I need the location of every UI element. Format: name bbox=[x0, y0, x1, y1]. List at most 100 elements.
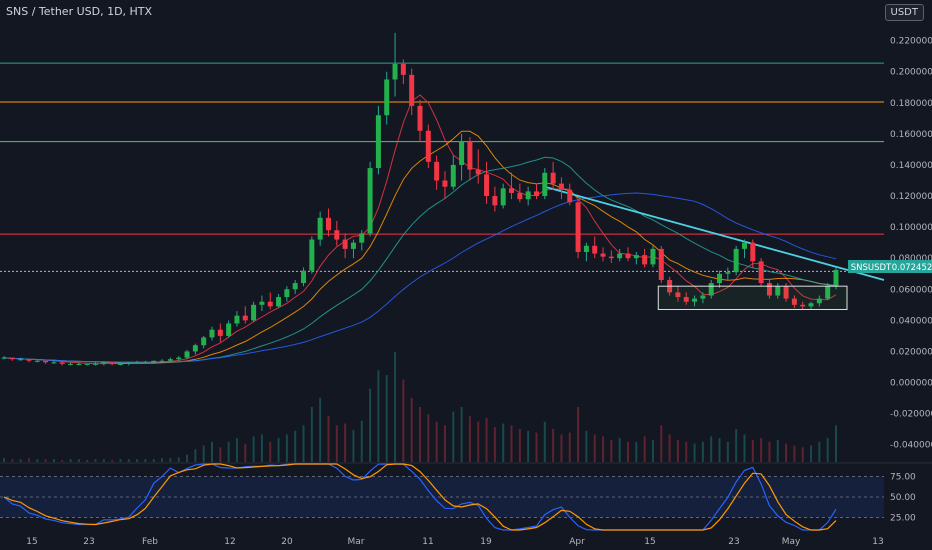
volume-bar bbox=[219, 447, 222, 462]
x-tick-label: 11 bbox=[422, 537, 433, 547]
x-tick-label: 19 bbox=[480, 537, 492, 547]
volume-bar bbox=[427, 414, 430, 462]
candle bbox=[675, 286, 681, 302]
candle bbox=[151, 360, 157, 364]
candle-body bbox=[434, 161, 440, 181]
candle bbox=[459, 133, 465, 181]
volume-bar bbox=[419, 407, 421, 462]
volume-bar bbox=[186, 454, 189, 462]
y-tick-label: 0.040000 bbox=[890, 316, 932, 326]
moving-average-line bbox=[3, 192, 837, 363]
candle-body bbox=[825, 286, 831, 299]
volume-bar bbox=[227, 441, 230, 462]
candle-body bbox=[533, 191, 539, 197]
candle bbox=[209, 326, 215, 341]
candle-body bbox=[134, 362, 140, 364]
candle-body bbox=[26, 359, 32, 361]
volume-bar bbox=[510, 425, 513, 462]
candle bbox=[750, 239, 756, 268]
candle bbox=[276, 293, 282, 308]
candle bbox=[741, 239, 747, 259]
candle bbox=[242, 306, 248, 324]
volume-bar bbox=[327, 416, 330, 462]
candle bbox=[126, 362, 132, 366]
candle bbox=[350, 239, 356, 259]
candle-body bbox=[766, 283, 772, 296]
candle-body bbox=[201, 337, 207, 346]
candle-body bbox=[192, 345, 198, 352]
volume-bar bbox=[768, 441, 771, 462]
candle-body bbox=[417, 105, 423, 131]
candle bbox=[525, 186, 531, 206]
candle bbox=[484, 161, 490, 204]
candle-body bbox=[583, 245, 589, 252]
volume-bar bbox=[460, 407, 463, 462]
candle-body bbox=[292, 283, 298, 290]
candle-body bbox=[184, 351, 190, 358]
volume-bar bbox=[44, 459, 47, 462]
candle-body bbox=[442, 180, 448, 187]
candle-body bbox=[567, 189, 573, 203]
volume-bar bbox=[693, 443, 696, 462]
candle-body bbox=[475, 169, 481, 175]
candle-body bbox=[633, 255, 639, 259]
candle-body bbox=[800, 304, 806, 307]
volume-bar bbox=[826, 438, 829, 462]
volume-bar bbox=[535, 432, 538, 462]
volume-bar bbox=[27, 458, 30, 462]
candle bbox=[34, 359, 40, 363]
volume-bar bbox=[785, 443, 788, 462]
volume-bar bbox=[751, 440, 754, 462]
candle bbox=[167, 357, 173, 363]
price-tag-symbol: SNSUSDT bbox=[851, 263, 892, 273]
volume-bar bbox=[77, 459, 80, 462]
candle-body bbox=[126, 362, 132, 364]
volume-bar bbox=[260, 434, 263, 462]
moving-average-line bbox=[3, 130, 837, 364]
volume-bar bbox=[202, 445, 205, 462]
candle-body bbox=[575, 202, 581, 252]
candle bbox=[542, 168, 548, 200]
candle-body bbox=[600, 253, 606, 257]
y-axis: 0.220000 0.200000 0.180000 0.160000 0.140000… bbox=[890, 37, 932, 451]
candle bbox=[184, 349, 190, 360]
candle bbox=[18, 357, 24, 361]
candle bbox=[533, 183, 539, 200]
y-tick-label: -0.040000 bbox=[890, 441, 932, 451]
y-tick-label: 0.020000 bbox=[890, 347, 932, 357]
candle bbox=[700, 292, 706, 304]
volume-bar bbox=[385, 374, 388, 462]
y-tick-label: 0.120000 bbox=[890, 192, 932, 202]
candle bbox=[608, 250, 614, 263]
volume-bar bbox=[477, 421, 480, 462]
candle bbox=[475, 149, 481, 184]
volume-bar bbox=[668, 434, 671, 462]
candle bbox=[409, 68, 415, 116]
candle bbox=[650, 245, 656, 268]
candle bbox=[284, 286, 290, 302]
stochastic-line bbox=[3, 463, 837, 531]
candle bbox=[101, 362, 107, 366]
candle bbox=[26, 359, 32, 363]
volume-bar bbox=[452, 411, 455, 462]
currency-button[interactable]: USDT bbox=[884, 4, 924, 21]
candle-body bbox=[1, 357, 7, 359]
candle bbox=[633, 251, 639, 265]
candle bbox=[833, 267, 839, 290]
candle bbox=[517, 183, 523, 203]
volume-bar bbox=[235, 438, 238, 462]
volume-bar bbox=[94, 459, 97, 462]
candle bbox=[808, 301, 814, 310]
candle bbox=[334, 220, 340, 246]
candle bbox=[400, 59, 406, 85]
candle-body bbox=[625, 253, 631, 259]
candle-body bbox=[542, 172, 548, 197]
candle-body bbox=[775, 286, 781, 296]
volume-bar bbox=[568, 432, 571, 462]
volume-bar bbox=[718, 438, 721, 462]
candle-body bbox=[43, 360, 49, 363]
volume-bar bbox=[36, 459, 39, 462]
x-tick-label: Apr bbox=[569, 537, 585, 547]
x-tick-label: 15 bbox=[26, 537, 37, 547]
